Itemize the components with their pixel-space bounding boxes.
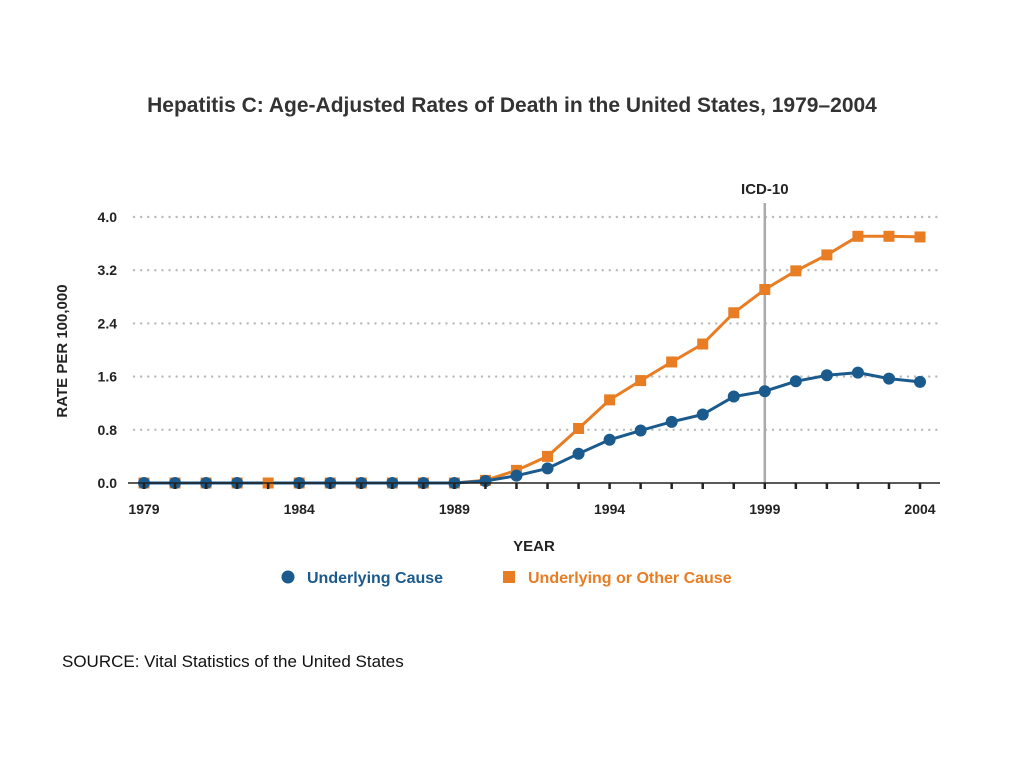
legend-label: Underlying Cause — [307, 570, 443, 587]
chart-title: Hepatitis C: Age-Adjusted Rates of Death… — [147, 94, 877, 117]
data-point — [914, 231, 926, 243]
x-axis-title: YEAR — [513, 538, 555, 555]
legend-marker — [281, 570, 295, 584]
data-point — [727, 390, 740, 403]
data-point — [479, 475, 492, 488]
data-point — [573, 422, 585, 434]
x-tick-label: 2004 — [904, 501, 935, 517]
data-point — [790, 265, 802, 277]
data-point — [789, 375, 802, 388]
data-point — [696, 408, 709, 421]
data-point — [572, 447, 585, 460]
y-tick-label: 3.2 — [98, 262, 118, 278]
data-point — [728, 307, 740, 319]
data-point — [510, 469, 523, 482]
y-axis-title: RATE PER 100,000 — [54, 284, 71, 417]
data-point — [634, 424, 647, 437]
y-tick-label: 2.4 — [98, 315, 118, 331]
icd10-label: ICD-10 — [741, 181, 789, 198]
legend-marker — [503, 571, 515, 583]
x-tick-label: 1979 — [128, 501, 159, 517]
grid-lines — [132, 215, 942, 431]
source-note: SOURCE: Vital Statistics of the United S… — [62, 652, 404, 671]
y-tick-label: 1.6 — [98, 369, 118, 385]
axes: 0.0 0.8 1.6 2.4 3.2 4.0 1979 1984 1989 1994 1999 20… — [54, 209, 940, 555]
data-point — [603, 433, 616, 446]
data-point — [697, 338, 709, 350]
y-tick-label: 0.0 — [98, 475, 118, 491]
data-point — [542, 450, 554, 462]
x-tick-label: 1999 — [749, 501, 780, 517]
legend-label: Underlying or Other Cause — [528, 570, 732, 587]
data-point — [883, 230, 895, 242]
x-tick-label: 1989 — [439, 501, 470, 517]
line-chart: ICD-10 0.0 0.8 1.6 2.4 3.2 4.0 1979 1984 1989 199… — [54, 181, 942, 587]
data-point — [604, 394, 616, 406]
x-tick-label: 1984 — [284, 501, 315, 517]
data-point — [851, 366, 864, 379]
data-point — [821, 249, 833, 261]
icd10-marker: ICD-10 — [741, 181, 789, 483]
series-lines — [144, 234, 921, 485]
data-point — [759, 283, 771, 295]
series-line-other — [144, 234, 921, 485]
data-point — [882, 372, 895, 385]
series-line-underlying — [144, 371, 921, 485]
data-point — [666, 356, 678, 368]
data-point — [758, 385, 771, 398]
data-point — [820, 369, 833, 382]
data-point — [635, 375, 647, 387]
data-point — [541, 462, 554, 475]
x-tick-label: 1994 — [594, 501, 625, 517]
y-tick-label: 0.8 — [98, 422, 118, 438]
y-tick-label: 4.0 — [98, 209, 118, 225]
data-point — [914, 375, 926, 388]
legend: Underlying Cause Underlying or Other Caus… — [281, 570, 732, 587]
data-point — [852, 230, 864, 242]
data-point — [665, 415, 678, 428]
